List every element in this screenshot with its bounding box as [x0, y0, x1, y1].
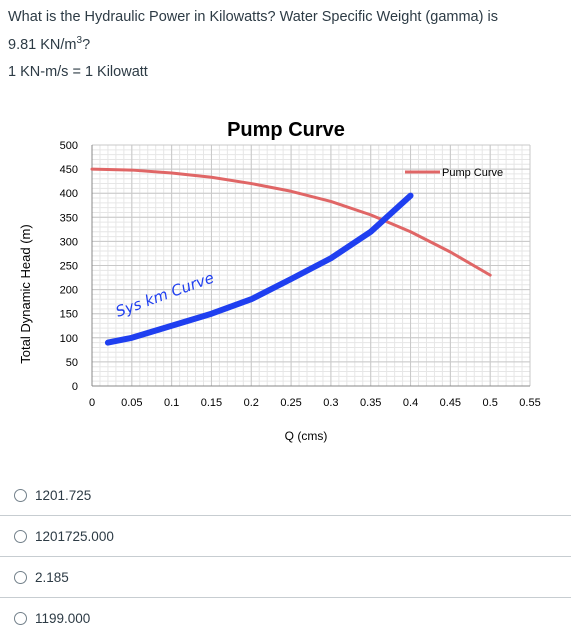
x-tick-label: 0.3 [323, 397, 338, 409]
exponent: 3 [76, 35, 83, 46]
answer-option-4[interactable]: 1199.000 [0, 598, 571, 638]
question-text: What is the Hydraulic Power in Kilowatts… [8, 6, 563, 57]
y-tick-label: 350 [60, 212, 78, 224]
x-tick-label: 0.55 [519, 397, 540, 409]
y-tick-label: 0 [72, 381, 78, 393]
y-tick-label: 400 [60, 188, 78, 200]
system-curve-line [104, 192, 414, 346]
radio-button[interactable] [14, 570, 27, 584]
y-tick-label: 200 [60, 285, 78, 297]
legend-label: Pump Curve [442, 167, 503, 179]
option-label: 1201.725 [35, 487, 92, 503]
radio-button[interactable] [14, 611, 27, 625]
option-label: 2.185 [35, 569, 69, 585]
conversion-note: 1 KN-m/s = 1 Kilowatt [8, 64, 148, 80]
y-tick-label: 150 [60, 309, 78, 321]
chart-title: Pump Curve [227, 119, 345, 141]
x-axis-label: Q (cms) [285, 429, 328, 443]
option-label: 1199.000 [35, 610, 91, 626]
question-line-2: 9.81 KN/m3? [8, 29, 563, 57]
x-tick-label: 0.5 [483, 397, 498, 409]
series-lines [90, 167, 492, 346]
answer-options: 1201.725 1201725.000 2.185 1199.000 [0, 475, 571, 638]
x-tick-label: 0.1 [164, 397, 179, 409]
radio-button[interactable] [14, 488, 27, 502]
x-tick-label: 0.05 [121, 397, 142, 409]
tick-labels: 0 0.05 0.1 0.15 0.2 0.25 0.3 0.35 0.4 0.45 0.5 0.55… [60, 140, 541, 409]
y-tick-label: 450 [60, 164, 78, 176]
y-tick-label: 500 [60, 140, 78, 152]
grid [91, 144, 531, 387]
specific-weight-value: 9.81 KN/m [8, 36, 77, 53]
x-tick-label: 0.45 [440, 397, 461, 409]
x-tick-label: 0.15 [201, 397, 222, 409]
y-tick-label: 250 [60, 261, 78, 273]
x-tick-label: 0.4 [403, 397, 418, 409]
radio-button[interactable] [14, 529, 27, 543]
x-tick-label: 0.35 [360, 397, 381, 409]
question-mark: ? [82, 36, 91, 53]
x-tick-label: 0.25 [280, 397, 301, 409]
y-tick-label: 50 [66, 357, 78, 369]
pump-curve-chart: Pump Curve Total Dynamic Head (m) Q (cms… [18, 119, 541, 443]
question-line-1: What is the Hydraulic Power in Kilowatts… [8, 9, 498, 25]
x-tick-label: 0 [89, 397, 95, 409]
answer-option-2[interactable]: 1201725.000 [0, 516, 571, 557]
pump-curve-line [90, 167, 492, 277]
x-tick-label: 0.2 [244, 397, 259, 409]
legend: Pump Curve [405, 167, 503, 179]
answer-option-1[interactable]: 1201.725 [0, 475, 571, 516]
option-label: 1201725.000 [35, 528, 114, 544]
y-axis-label: Total Dynamic Head (m) [18, 224, 33, 363]
y-tick-label: 300 [60, 236, 78, 248]
answer-option-3[interactable]: 2.185 [0, 557, 571, 598]
y-tick-label: 100 [60, 333, 78, 345]
